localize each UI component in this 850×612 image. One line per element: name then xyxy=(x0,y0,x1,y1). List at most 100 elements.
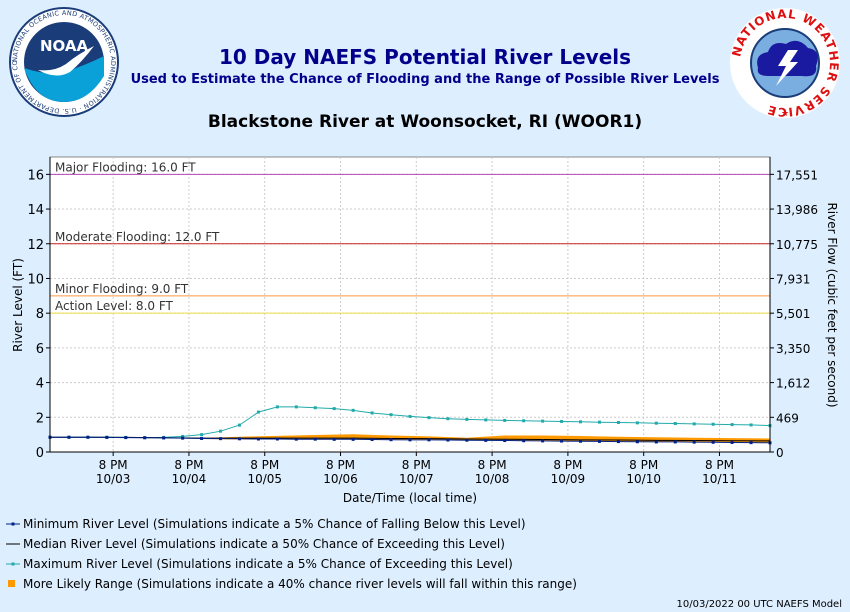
maximum-point xyxy=(446,417,450,421)
maximum-point xyxy=(616,421,620,424)
y-tick-label: 10 xyxy=(27,272,44,287)
maximum-point xyxy=(408,414,412,418)
y2-tick-label: 10,775 xyxy=(776,238,818,252)
maximum-point xyxy=(503,418,507,422)
minimum-point xyxy=(692,440,696,444)
minimum-point xyxy=(579,439,583,443)
x-tick-time-label: 8 PM xyxy=(705,458,734,472)
minimum-point xyxy=(730,440,734,444)
maximum-point xyxy=(522,419,526,423)
threshold-label: Minor Flooding: 9.0 FT xyxy=(55,282,189,296)
minimum-point xyxy=(616,440,620,444)
y2-tick-label: 7,931 xyxy=(776,272,810,286)
maximum-point xyxy=(275,405,279,409)
x-tick-time-label: 8 PM xyxy=(402,458,431,472)
x-tick-date-label: 10/09 xyxy=(551,472,586,486)
legend-label-minimum: Minimum River Level (Simulations indicat… xyxy=(23,517,526,531)
x-tick-date-label: 10/04 xyxy=(172,472,207,486)
minimum-point xyxy=(313,437,317,441)
chart-subtitle: Used to Estimate the Chance of Flooding … xyxy=(130,72,720,87)
chart-header: NATIONAL OCEANIC AND ATMOSPHERIC ADMINIS… xyxy=(0,0,850,145)
minimum-point xyxy=(541,439,545,443)
minimum-point xyxy=(654,440,658,444)
threshold-label: Moderate Flooding: 12.0 FT xyxy=(55,230,220,244)
y2-tick-label: 13,986 xyxy=(776,203,818,217)
x-tick-date-label: 10/06 xyxy=(323,472,358,486)
legend-label-maximum: Maximum River Level (Simulations indicat… xyxy=(23,557,513,571)
x-tick-date-label: 10/05 xyxy=(247,472,282,486)
minimum-point xyxy=(446,438,450,442)
maximum-point xyxy=(560,419,564,423)
minimum-point xyxy=(749,441,753,445)
maximum-point xyxy=(484,418,488,422)
y-tick-label: 2 xyxy=(36,411,44,426)
minimum-point xyxy=(67,435,71,439)
minimum-point xyxy=(408,438,412,442)
maximum-point xyxy=(313,406,317,410)
x-tick-date-label: 10/07 xyxy=(399,472,434,486)
maximum-point xyxy=(237,423,241,427)
maximum-point xyxy=(200,433,204,437)
minimum-point xyxy=(256,437,260,441)
y-tick-label: 0 xyxy=(36,446,44,461)
y-tick-label: 12 xyxy=(27,238,44,253)
maximum-point xyxy=(692,422,696,426)
y-axis-label: River Level (FT) xyxy=(11,258,25,352)
plot-area-wrapper: Major Flooding: 16.0 FT Moderate Flooding… xyxy=(0,145,850,612)
maximum-point xyxy=(294,405,298,409)
x-tick-time-label: 8 PM xyxy=(99,458,128,472)
minimum-point xyxy=(219,437,223,441)
maximum-point xyxy=(541,419,545,423)
minimum-point xyxy=(105,435,109,439)
maximum-point xyxy=(730,423,734,427)
legend: Minimum River Level (Simulations indicat… xyxy=(6,517,577,591)
threshold-label: Major Flooding: 16.0 FT xyxy=(55,160,196,174)
series-layer xyxy=(48,405,772,445)
minimum-point xyxy=(673,440,677,444)
x-tick-time-label: 8 PM xyxy=(553,458,582,472)
legend-label-range: More Likely Range (Simulations indicate … xyxy=(23,577,577,591)
minimum-point xyxy=(522,439,526,443)
river-level-chart: Major Flooding: 16.0 FT Moderate Flooding… xyxy=(6,156,839,591)
maximum-point xyxy=(351,408,355,412)
maximum-point xyxy=(181,434,185,438)
maximum-point xyxy=(749,423,753,427)
x-tick-date-label: 10/10 xyxy=(626,472,661,486)
y-tick-label: 16 xyxy=(27,168,44,183)
x-tick-date-label: 10/11 xyxy=(702,472,737,486)
minimum-point xyxy=(162,436,166,440)
maximum-point xyxy=(711,422,715,426)
maximum-point xyxy=(256,410,260,414)
x-tick-time-label: 8 PM xyxy=(478,458,507,472)
y2-tick-label: 1,612 xyxy=(776,377,810,391)
noaa-logo-text: NOAA xyxy=(40,37,89,55)
x-tick-time-label: 8 PM xyxy=(326,458,355,472)
maximum-point xyxy=(465,417,469,421)
svg-text:★: ★ xyxy=(781,109,789,119)
maximum-point xyxy=(219,429,223,433)
maximum-point xyxy=(332,407,336,411)
chart-title: 10 Day NAEFS Potential River Levels xyxy=(218,45,632,69)
model-run-text: 10/03/2022 00 UTC NAEFS Model xyxy=(676,599,843,610)
y-tick-label: 14 xyxy=(27,203,44,218)
minimum-point xyxy=(711,440,715,444)
minimum-point xyxy=(370,438,374,442)
x-tick-time-label: 8 PM xyxy=(174,458,203,472)
maximum-point xyxy=(370,411,374,415)
maximum-point xyxy=(389,413,393,417)
threshold-label: Action Level: 8.0 FT xyxy=(55,299,174,313)
y2-tick-label: 0 xyxy=(776,446,784,460)
legend-marker-maximum xyxy=(11,562,15,566)
minimum-point xyxy=(427,438,431,442)
maximum-point xyxy=(579,420,583,424)
maximum-point xyxy=(654,421,658,425)
minimum-point xyxy=(389,438,393,442)
maximum-point xyxy=(597,420,601,424)
x-tick-time-label: 8 PM xyxy=(629,458,658,472)
y-tick-label: 6 xyxy=(36,342,44,357)
legend-marker-minimum xyxy=(11,522,15,526)
minimum-point xyxy=(237,437,241,441)
station-name: Blackstone River at Woonsocket, RI (WOOR… xyxy=(207,112,643,132)
legend-label-median: Median River Level (Simulations indicate… xyxy=(23,537,505,551)
x-tick-date-label: 10/03 xyxy=(96,472,131,486)
